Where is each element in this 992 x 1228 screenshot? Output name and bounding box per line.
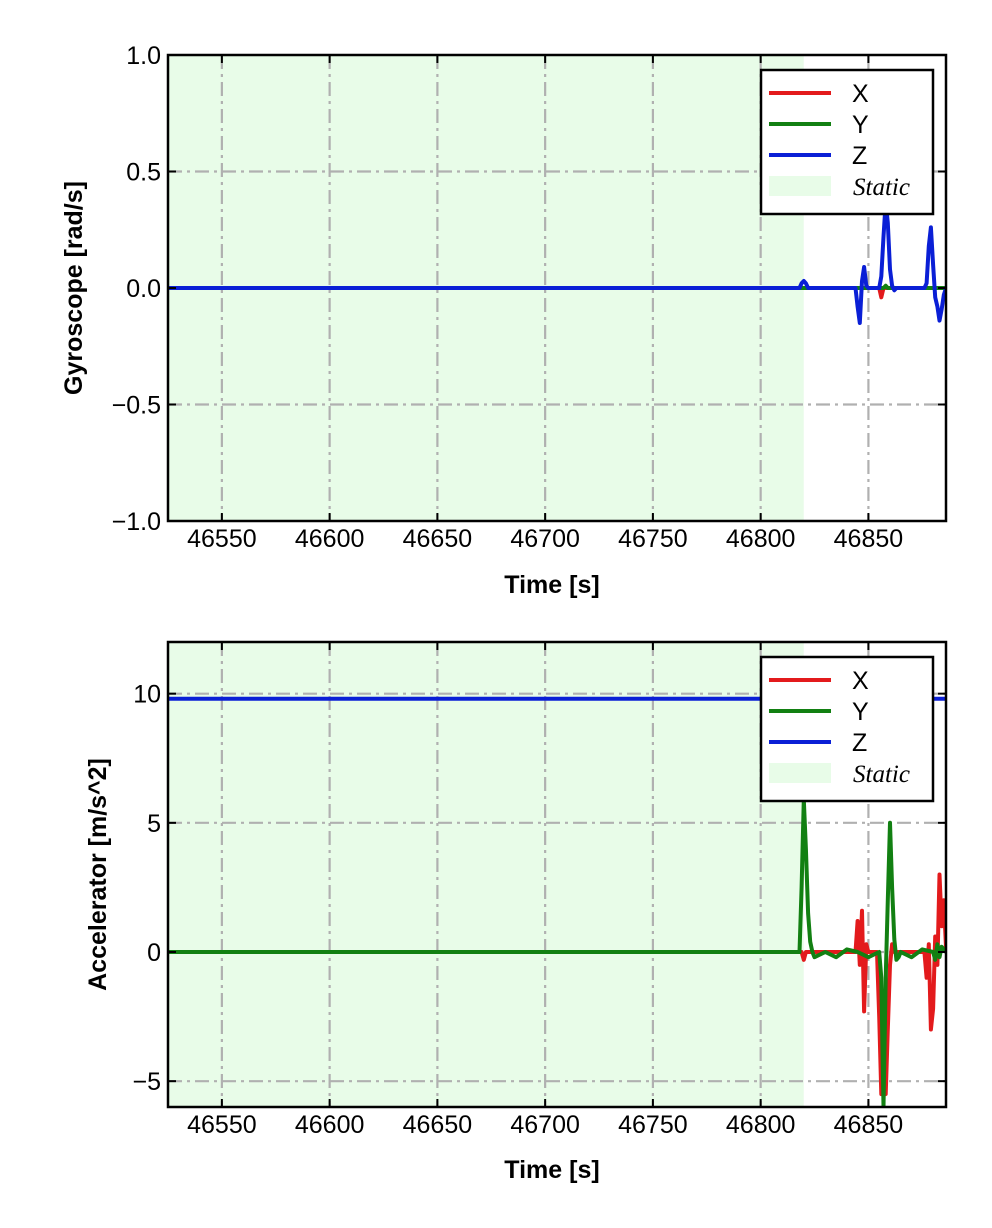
y-tick-label: −0.5 [112,392,161,420]
x-tick-label: 46700 [510,1111,580,1139]
y-tick-label: −5 [132,1068,161,1096]
y-tick-label: 10 [133,681,161,709]
legend-label-z: Z [852,142,867,170]
plot-frame [166,640,948,1109]
legend-label-y: Y [852,111,869,139]
x-tick-label: 46850 [834,1111,904,1139]
y-tick-label: 0 [147,939,161,967]
legend: XYZ Static [759,68,935,216]
legend: XYZ Static [759,655,935,803]
y-tick-label: −1.0 [112,508,161,536]
y-tick-label: 5 [147,810,161,838]
static-region [168,642,804,1107]
x-tick-label: 46550 [187,1111,257,1139]
y-tick-label: 0.0 [126,275,161,303]
x-tick-label: 46750 [618,525,688,553]
gyroscope-panel: 46550 46600 46650 46700 46750 46800 46850 1.0 0.… [60,42,948,599]
x-tick-label: 46650 [403,525,473,553]
x-tick-label: 46600 [295,525,365,553]
legend-label-z: Z [852,729,867,757]
legend-label-y: Y [852,698,869,726]
y-tick-label: 0.5 [126,159,161,187]
y-axis-label: Accelerator [m/s^2] [84,758,112,991]
legend-label-static: Static [853,761,910,788]
y-tick-label: 1.0 [126,42,161,70]
x-tick-label: 46800 [726,1111,796,1139]
x-tick-label: 46600 [295,1111,365,1139]
x-tick-label: 46650 [403,1111,473,1139]
legend-label-static: Static [853,174,910,201]
x-axis-label: Time [s] [504,1156,599,1184]
x-tick-label: 46550 [187,525,257,553]
x-tick-label: 46750 [618,1111,688,1139]
x-tick-label: 46850 [834,525,904,553]
legend-label-x: X [852,667,869,695]
x-axis-label: Time [s] [504,571,599,599]
series-line-y [168,797,946,1107]
x-tick-label: 46700 [510,525,580,553]
accelerometer-panel: 46550 46600 46650 46700 46750 46800 46850 10 5 0 −… [84,640,948,1184]
x-tick-label: 46800 [726,525,796,553]
y-axis-label: Gyroscope [rad/s] [60,181,88,395]
legend-label-x: X [852,80,869,108]
legend-swatch-static [769,176,831,196]
legend-swatch-static [769,763,831,783]
